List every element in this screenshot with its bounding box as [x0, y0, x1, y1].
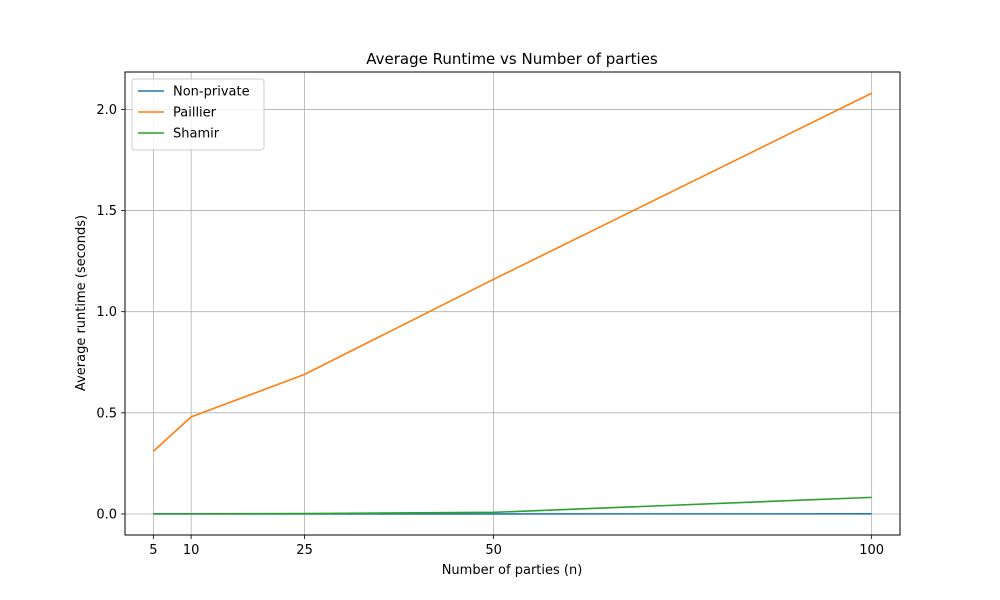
legend-label-non-private: Non-private	[173, 85, 250, 100]
x-tick-label: 100	[859, 543, 884, 558]
y-tick-label: 0.0	[96, 507, 117, 522]
y-tick-label: 1.5	[96, 204, 117, 219]
x-tick-label: 5	[149, 543, 157, 558]
legend: Non-private Paillier Shamir	[131, 78, 265, 151]
y-tick-label: 0.5	[96, 406, 117, 421]
x-axis-label: Number of parties (n)	[442, 563, 583, 578]
y-tick-label: 2.0	[96, 103, 117, 118]
y-tick-label: 1.0	[96, 305, 117, 320]
legend-label-paillier: Paillier	[173, 106, 217, 121]
plot-area-frame	[124, 71, 901, 536]
x-tick-label: 10	[183, 543, 200, 558]
series-line-shamir	[153, 496, 872, 515]
series-lines	[152, 92, 873, 515]
legend-label-shamir: Shamir	[173, 127, 220, 142]
legend-box	[131, 78, 265, 151]
chart-title: Average Runtime vs Number of parties	[366, 50, 658, 68]
axis-ticks: 5 10 25 50 100 0.0 0.5 1.0 1.5 2.0	[96, 103, 884, 558]
series-line-paillier	[152, 92, 873, 452]
x-tick-label: 25	[296, 543, 313, 558]
x-tick-label: 50	[485, 543, 502, 558]
y-axis-label: Average runtime (seconds)	[74, 215, 89, 391]
